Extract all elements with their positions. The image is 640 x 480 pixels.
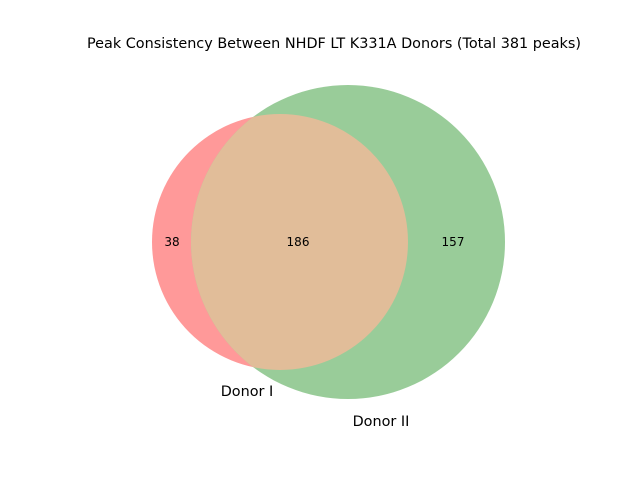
donor-1-label: Donor I — [221, 384, 274, 400]
chart-title: Peak Consistency Between NHDF LT K331A D… — [87, 36, 581, 52]
only-donor-2-count: 157 — [442, 235, 465, 249]
intersection-count: 186 — [287, 235, 310, 249]
only-donor-1-count: 38 — [164, 235, 179, 249]
donor-2-label: Donor II — [353, 414, 410, 430]
intersection-region — [191, 114, 408, 370]
